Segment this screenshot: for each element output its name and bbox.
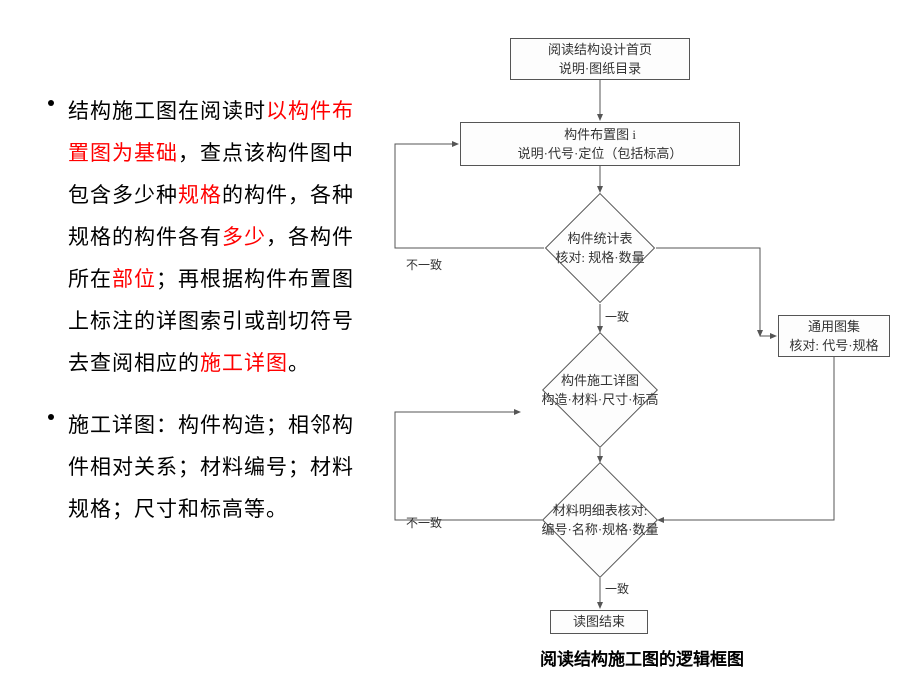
bullet-dot-icon [48, 414, 54, 420]
node-layout: 构件布置图 i 说明·代号·定位（包括标高） [460, 122, 740, 166]
label-yes2: 一致 [605, 580, 629, 597]
bullet-2: 施工详图：构件构造；相邻构件相对关系；材料编号；材料规格；尺寸和标高等。 [40, 404, 375, 530]
node-start-line1: 阅读结构设计首页 [548, 40, 652, 60]
node-detail-line2: 构造·材料·尺寸·标高 [542, 390, 659, 410]
node-stats-line1: 构件统计表 [567, 229, 632, 249]
label-no2: 不一致 [406, 514, 442, 531]
bullet-1-text: 结构施工图在阅读时以构件布置图为基础，查点该构件图中包含多少种规格的构件，各种规… [68, 90, 375, 384]
node-material-line2: 编号·名称·规格·数量 [542, 520, 659, 540]
text-panel: 结构施工图在阅读时以构件布置图为基础，查点该构件图中包含多少种规格的构件，各种规… [0, 0, 380, 690]
node-end: 读图结束 [550, 610, 648, 634]
node-ref-line1: 通用图集 [808, 317, 860, 337]
node-material-line1: 材料明细表核对: [553, 501, 648, 521]
flowchart-panel: 阅读结构设计首页 说明·图纸目录 构件布置图 i 说明·代号·定位（包括标高） … [380, 0, 920, 690]
node-start-line2: 说明·图纸目录 [559, 59, 641, 79]
node-stats: 构件统计表 核对: 规格·数量 [510, 228, 690, 268]
node-detail-line1: 构件施工详图 [561, 371, 639, 391]
node-start: 阅读结构设计首页 说明·图纸目录 [510, 38, 690, 80]
bullet-dot-icon [48, 100, 54, 106]
flowchart: 阅读结构设计首页 说明·图纸目录 构件布置图 i 说明·代号·定位（包括标高） … [380, 20, 900, 640]
label-no1: 不一致 [406, 256, 442, 273]
node-ref: 通用图集 核对: 代号·规格 [778, 315, 890, 357]
node-layout-line1: 构件布置图 i [564, 125, 636, 145]
bullet-1: 结构施工图在阅读时以构件布置图为基础，查点该构件图中包含多少种规格的构件，各种规… [40, 90, 375, 384]
label-yes1: 一致 [605, 308, 629, 325]
node-detail: 构件施工详图 构造·材料·尺寸·标高 [510, 370, 690, 410]
node-end-line1: 读图结束 [573, 612, 625, 632]
bullet-2-text: 施工详图：构件构造；相邻构件相对关系；材料编号；材料规格；尺寸和标高等。 [68, 404, 375, 530]
node-ref-line2: 核对: 代号·规格 [789, 336, 878, 356]
node-layout-line2: 说明·代号·定位（包括标高） [518, 144, 683, 164]
node-stats-line2: 核对: 规格·数量 [555, 248, 644, 268]
node-material: 材料明细表核对: 编号·名称·规格·数量 [510, 500, 690, 540]
flowchart-caption: 阅读结构施工图的逻辑框图 [540, 645, 744, 670]
